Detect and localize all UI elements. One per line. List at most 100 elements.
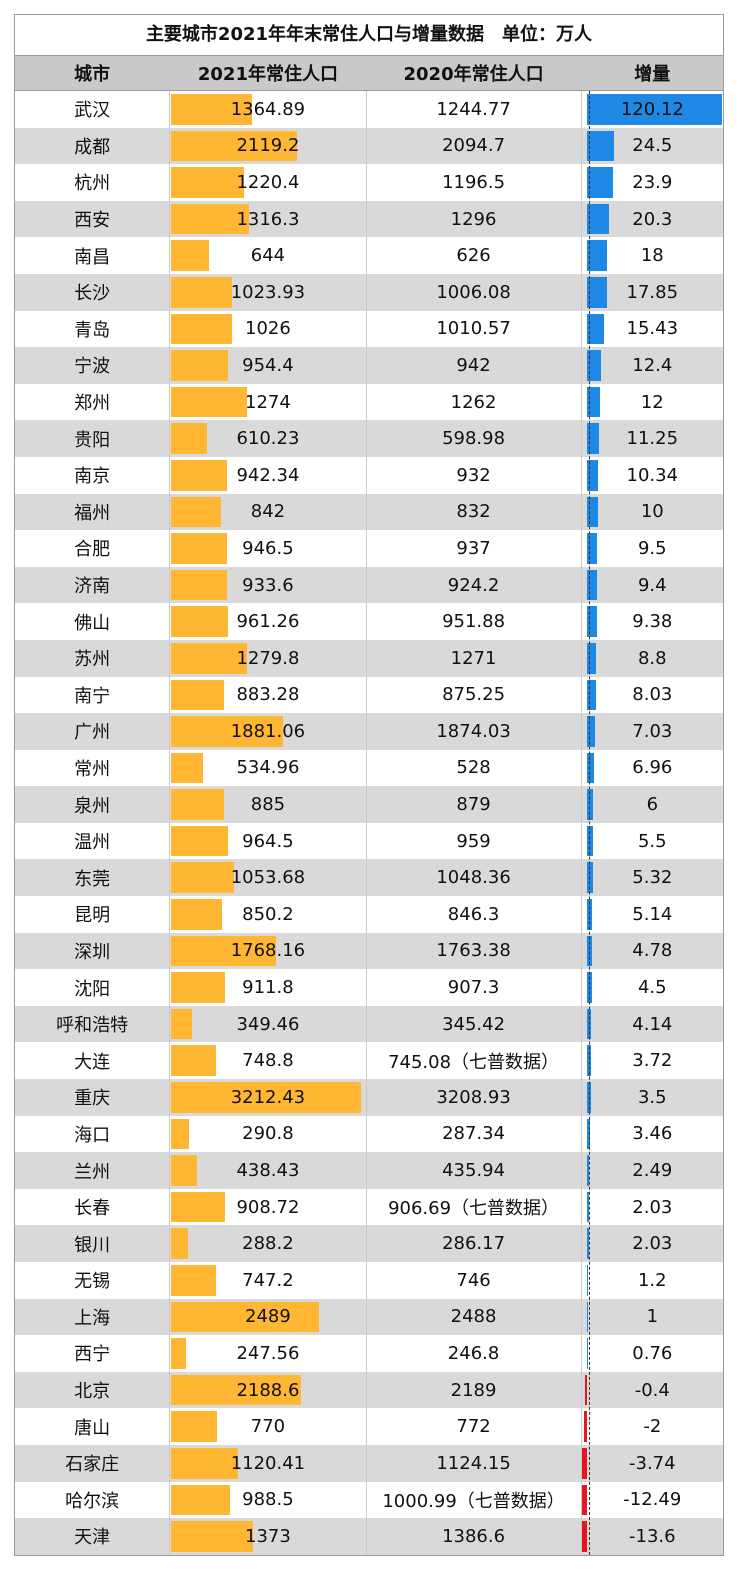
city-cell-text: 银川: [74, 1234, 111, 1256]
pop-2020-cell-text: 875.25: [442, 684, 506, 706]
city-cell: 长沙: [15, 274, 169, 311]
table-row: 石家庄 1120.41 1124.15 -3.74: [15, 1444, 723, 1482]
pop-2020-cell-text: 832: [456, 501, 491, 523]
pop-2021-bar: [171, 1484, 230, 1516]
city-cell-text: 温州: [74, 832, 111, 854]
city-cell: 兰州: [15, 1152, 169, 1189]
pop-2020-cell: 906.69（七普数据）: [365, 1188, 581, 1226]
pop-2020-cell: 1244.77: [365, 91, 581, 128]
increase-bar: [586, 569, 598, 601]
city-cell: 郑州: [15, 384, 169, 421]
increase-bar: [586, 1265, 589, 1296]
increase-cell: 3.46: [580, 1115, 723, 1153]
city-cell: 大连: [15, 1042, 169, 1079]
table-row: 长春 908.72 906.69（七普数据） 2.03: [15, 1188, 723, 1226]
table-row: 北京 2188.6 2189 -0.4: [15, 1371, 723, 1409]
pop-2021-bar: [171, 240, 210, 271]
pop-2020-cell-text: 1763.38: [436, 940, 511, 962]
pop-2021-cell-text: 290.8: [242, 1123, 294, 1145]
increase-cell: 0.76: [580, 1335, 723, 1372]
pop-2021-bar: [171, 459, 228, 491]
city-cell-text: 泉州: [74, 795, 111, 817]
city-cell-text: 武汉: [74, 100, 111, 122]
increase-bar: [586, 240, 607, 271]
pop-2021-bar: [171, 496, 222, 528]
pop-2020-cell-text: 846.3: [447, 903, 500, 925]
pop-2021-cell-text: 349.46: [236, 1013, 300, 1035]
pop-2021-cell: 1364.89: [169, 91, 365, 128]
table-row: 深圳 1768.16 1763.38 4.78: [15, 932, 723, 970]
increase-bar: [586, 1008, 592, 1040]
increase-cell-text: 12: [640, 391, 664, 413]
pop-2020-cell: 937: [365, 530, 581, 567]
header-pop-2020: 2020年常住人口: [365, 56, 581, 90]
pop-2020-cell: 879: [365, 786, 581, 823]
increase-cell-text: -12.49: [623, 1489, 682, 1511]
pop-2021-cell: 247.56: [169, 1335, 365, 1372]
city-cell: 银川: [15, 1225, 169, 1262]
pop-2021-cell-text: 883.28: [236, 684, 300, 706]
increase-cell: 10: [580, 493, 723, 531]
increase-cell-text: 18: [640, 245, 664, 267]
pop-2020-cell-text: 2189: [450, 1379, 497, 1401]
table-body: 武汉 1364.89 1244.77 120.12 成都 2119.2 2094.7 24.5…: [15, 91, 723, 1555]
pop-2020-cell-text: 345.42: [442, 1013, 506, 1035]
pop-2020-cell: 1386.6: [365, 1518, 581, 1555]
increase-cell-text: 3.5: [637, 1086, 667, 1108]
pop-2021-cell-text: 911.8: [242, 977, 294, 999]
increase-cell: 7.03: [580, 713, 723, 750]
city-cell: 福州: [15, 494, 169, 531]
increase-cell-text: 10.34: [626, 464, 679, 486]
pop-2021-bar: [171, 1191, 226, 1223]
pop-2021-bar: [171, 1265, 216, 1296]
city-cell: 温州: [15, 823, 169, 860]
pop-2020-cell: 2094.7: [365, 127, 581, 165]
pop-2021-cell-text: 933.6: [242, 574, 294, 596]
increase-bar: [586, 1118, 591, 1150]
increase-cell: 12.4: [580, 347, 723, 384]
pop-2020-cell-text: 2094.7: [442, 135, 506, 157]
city-cell-text: 北京: [74, 1381, 111, 1403]
pop-2020-cell: 932: [365, 456, 581, 494]
increase-cell: 10.34: [580, 456, 723, 494]
pop-2021-bar: [171, 94, 253, 125]
city-cell-text: 哈尔滨: [65, 1490, 120, 1512]
pop-2020-cell-text: 942: [456, 354, 491, 376]
table-row: 成都 2119.2 2094.7 24.5: [15, 127, 723, 165]
city-cell: 西宁: [15, 1335, 169, 1372]
increase-cell-text: 15.43: [626, 318, 679, 340]
city-cell: 济南: [15, 567, 169, 604]
table-row: 南宁 883.28 875.25 8.03: [15, 676, 723, 714]
increase-bar: [585, 1374, 587, 1406]
increase-cell: 18: [580, 237, 723, 274]
pop-2020-cell: 286.17: [365, 1225, 581, 1262]
pop-2021-bar: [171, 569, 227, 601]
increase-cell: -3.74: [580, 1444, 723, 1482]
increase-cell-text: 1: [646, 1306, 659, 1328]
increase-cell: 2.49: [580, 1152, 723, 1189]
city-cell: 长春: [15, 1189, 169, 1226]
pop-2020-cell: 246.8: [365, 1335, 581, 1372]
increase-cell-text: 24.5: [632, 135, 673, 157]
increase-cell-text: 23.9: [632, 171, 673, 193]
city-cell-text: 杭州: [74, 173, 111, 195]
city-cell-text: 沈阳: [74, 978, 111, 1000]
pop-2021-bar: [171, 1228, 189, 1259]
increase-bar: [586, 496, 598, 528]
pop-2020-cell-text: 745.08（七普数据）: [388, 1051, 560, 1073]
pop-2020-cell: 3208.93: [365, 1079, 581, 1116]
pop-2021-cell: 1023.93: [169, 273, 365, 311]
city-cell-text: 南昌: [74, 246, 111, 268]
increase-cell: 17.85: [580, 273, 723, 311]
pop-2020-cell: 1262: [365, 383, 581, 421]
pop-2021-bar: [171, 167, 244, 198]
pop-2021-cell: 747.2: [169, 1262, 365, 1299]
pop-2020-cell: 435.94: [365, 1152, 581, 1189]
table-row: 宁波 954.4 942 12.4: [15, 347, 723, 384]
city-cell-text: 西宁: [74, 1344, 111, 1366]
pop-2021-cell-text: 438.43: [236, 1160, 300, 1182]
pop-2021-bar: [171, 350, 228, 381]
table-row: 上海 2489 2488 1: [15, 1298, 723, 1336]
increase-cell-text: 5.5: [637, 830, 667, 852]
increase-cell-text: 8.03: [632, 684, 673, 706]
